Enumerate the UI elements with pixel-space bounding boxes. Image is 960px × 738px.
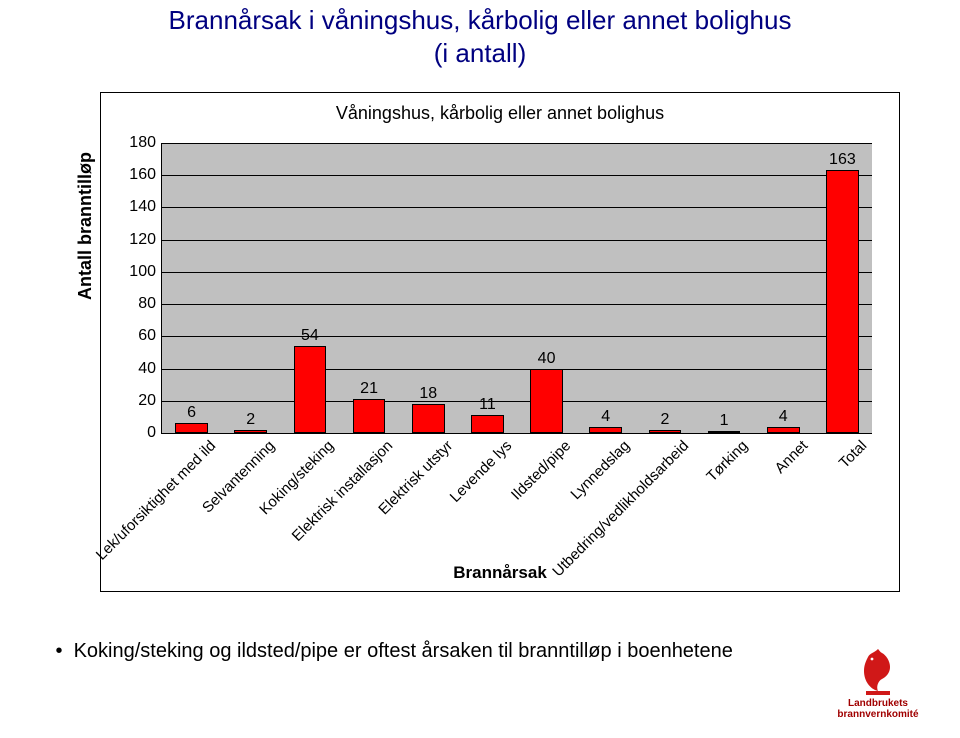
plot-area: 0204060801001201401601806Lek/uforsiktigh…	[161, 143, 872, 434]
grid-line	[162, 175, 872, 176]
chart-subtitle: Våningshus, kårbolig eller annet bolighu…	[101, 103, 899, 124]
y-tick: 0	[116, 424, 162, 442]
bar-value-label: 21	[360, 380, 378, 400]
bar-value-label: 11	[479, 396, 496, 416]
y-axis-label: Antall branntilløp	[75, 152, 96, 300]
grid-line	[162, 369, 872, 370]
grid-line	[162, 240, 872, 241]
logo: Landbrukets brannvernkomité	[818, 647, 938, 720]
y-tick: 40	[116, 360, 162, 378]
bar-value-label: 2	[246, 411, 255, 431]
bar: 11	[471, 415, 504, 433]
y-tick: 140	[116, 198, 162, 216]
x-axis-label: Brannårsak	[101, 563, 899, 583]
grid-line	[162, 304, 872, 305]
bullet-icon: •	[50, 640, 68, 663]
bar: 40	[530, 369, 563, 433]
y-tick: 100	[116, 263, 162, 281]
bar: 6	[175, 423, 208, 433]
bar-value-label: 1	[720, 412, 729, 432]
y-tick: 80	[116, 295, 162, 313]
bar-value-label: 2	[660, 411, 669, 431]
y-tick: 60	[116, 327, 162, 345]
bar-value-label: 4	[779, 408, 788, 428]
bullet-point: • Koking/steking og ildsted/pipe er ofte…	[50, 640, 733, 663]
grid-line	[162, 401, 872, 402]
bar: 18	[412, 404, 445, 433]
grid-line	[162, 336, 872, 337]
grid-line	[162, 207, 872, 208]
category-label: Levende lys	[442, 433, 515, 506]
grid-line	[162, 143, 872, 144]
category-label: Tørking	[700, 433, 752, 485]
logo-text-1: Landbrukets	[818, 699, 938, 710]
rooster-icon	[856, 647, 900, 697]
chart-container: Våningshus, kårbolig eller annet bolighu…	[100, 92, 900, 592]
bar: 21	[353, 399, 386, 433]
logo-text-2: brannvernkomité	[818, 710, 938, 721]
bar-value-label: 163	[829, 151, 856, 171]
bar: 4	[589, 427, 622, 433]
title-line2: (i antall)	[434, 38, 526, 68]
title-line1: Brannårsak i våningshus, kårbolig eller …	[169, 5, 792, 35]
grid-line	[162, 272, 872, 273]
category-label: Total	[831, 433, 870, 472]
bar-value-label: 54	[301, 327, 319, 347]
bar: 54	[294, 346, 327, 433]
bar-value-label: 6	[187, 404, 196, 424]
bullet-text: Koking/steking og ildsted/pipe er oftest…	[74, 640, 733, 662]
bar-value-label: 40	[538, 350, 556, 370]
bar: 163	[826, 170, 859, 433]
category-label: Annet	[767, 433, 811, 477]
y-tick: 180	[116, 134, 162, 152]
category-label: Ildsted/pipe	[504, 433, 575, 504]
bar-value-label: 4	[601, 408, 610, 428]
y-tick: 120	[116, 231, 162, 249]
y-tick: 160	[116, 166, 162, 184]
y-tick: 20	[116, 392, 162, 410]
page-title: Brannårsak i våningshus, kårbolig eller …	[0, 0, 960, 69]
bar-value-label: 18	[419, 385, 437, 405]
page: Brannårsak i våningshus, kårbolig eller …	[0, 0, 960, 738]
category-label: Elektrisk installasjon	[285, 433, 397, 545]
